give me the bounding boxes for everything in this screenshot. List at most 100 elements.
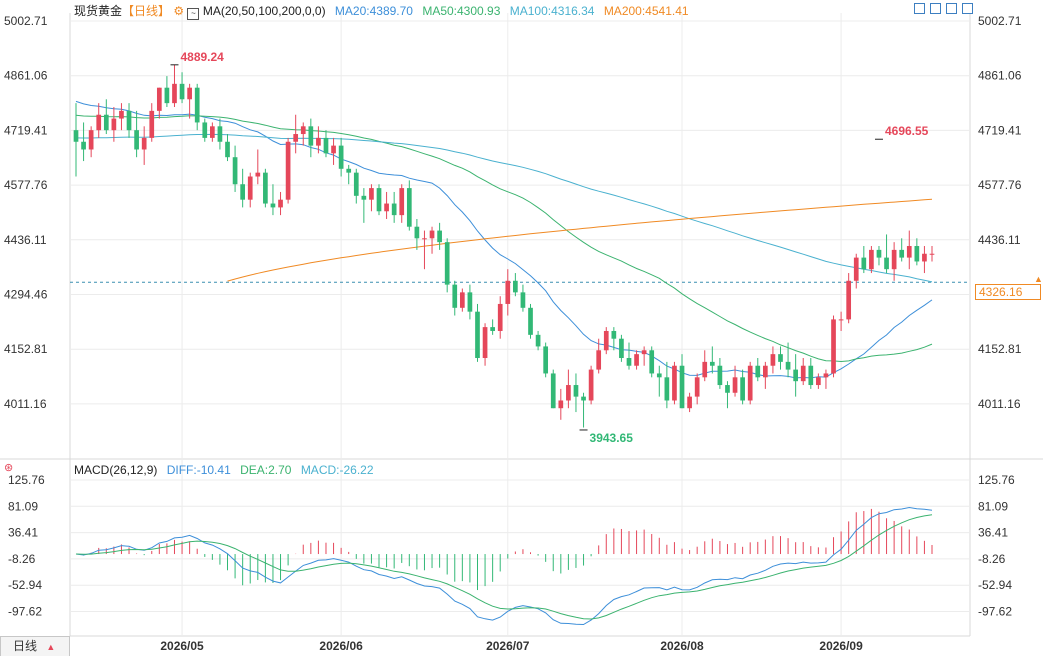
price-tick-right: 4152.81 (978, 342, 1022, 356)
candle-up (482, 327, 488, 359)
candle-down (376, 188, 382, 212)
candle-up (672, 365, 677, 401)
macd-diff-value: DIFF:-10.41 (166, 463, 231, 477)
candle-down (626, 358, 632, 366)
candle-up (111, 118, 117, 131)
candle-down (73, 130, 79, 142)
period-tab[interactable]: 日线 ▲ (0, 636, 70, 656)
candle-up (770, 354, 776, 366)
candle-up (149, 110, 155, 138)
macd-tick-left: 125.76 (8, 473, 45, 487)
macd-tick-right: -8.26 (978, 552, 1006, 566)
candle-up (278, 199, 283, 208)
low-label: 3943.65 (590, 431, 634, 445)
candle-down (323, 137, 329, 154)
candle-up (505, 280, 511, 304)
price-tick-right: 4011.16 (978, 397, 1021, 411)
macd-tick-left: -97.62 (8, 605, 42, 619)
macd-dea-value: DEA:2.70 (240, 463, 292, 477)
macd-label[interactable]: MACD(26,12,9) (74, 463, 158, 477)
candle-down (490, 327, 495, 331)
ma50-line (75, 114, 933, 363)
zoom-in-icon[interactable] (946, 3, 957, 14)
candle-down (725, 385, 730, 393)
candle-up (702, 361, 708, 378)
settings-gear-icon[interactable]: ⚙ (173, 4, 185, 18)
price-tick-right: 4436.11 (978, 233, 1021, 247)
price-tick-left: 4152.81 (4, 342, 48, 356)
ma-indicator-icon[interactable]: ~ (187, 8, 200, 20)
candle-down (179, 83, 185, 100)
candle-down (914, 246, 920, 262)
date-tick-label: 2026/08 (660, 639, 704, 653)
candle-down (664, 377, 670, 401)
crosshair-icon[interactable] (914, 3, 925, 14)
ma50-value: MA50:4300.93 (422, 4, 501, 18)
candle-down (679, 365, 685, 409)
period-selector[interactable]: 【日线】 (122, 4, 171, 18)
candle-up (316, 137, 321, 146)
candle-down (391, 203, 397, 216)
caret-up-icon: ▲ (46, 642, 56, 652)
candle-up (255, 172, 261, 177)
macd-tick-left: -8.26 (8, 552, 36, 566)
candle-down (520, 292, 526, 308)
current-price-badge: 4326.16 (975, 284, 1041, 300)
candle-up (285, 141, 291, 200)
candle-down (581, 396, 586, 401)
candle-up (838, 319, 844, 321)
candle-down (225, 141, 230, 158)
candle-down (414, 226, 420, 239)
candle-up (603, 330, 609, 351)
macd-tick-left: -52.94 (8, 578, 42, 592)
labels: 5002.71 5002.71 4861.06 4861.06 4719.41 4719.… (4, 14, 1022, 653)
indicator-switch-icon[interactable]: ⊛ (4, 462, 14, 474)
price-tick-right: 5002.71 (978, 14, 1022, 28)
price-tick-left: 4861.06 (4, 69, 48, 83)
high-label: 4696.55 (885, 124, 929, 138)
macd-tick-right: -52.94 (978, 578, 1012, 592)
candle-down (240, 184, 246, 200)
candle-up (922, 253, 927, 262)
candle-down (406, 188, 412, 227)
price-tick-right: 4719.41 (978, 123, 1022, 137)
candle-up (497, 303, 503, 331)
candle-up (384, 203, 389, 212)
ma-indicator-label[interactable]: MA(20,50,100,200,0,0) (202, 4, 326, 18)
candle-down (308, 126, 314, 146)
candle-up (247, 176, 253, 200)
macd-tick-right: 125.76 (978, 473, 1015, 487)
candle-up (853, 257, 859, 281)
candle-up (634, 354, 639, 366)
high-label: 4889.24 (180, 50, 224, 64)
candle-down (513, 280, 518, 293)
candle-up (800, 365, 806, 382)
candle-down (134, 130, 139, 150)
candle-down (126, 110, 132, 131)
candle-up (331, 145, 336, 154)
macd-tick-right: 81.09 (978, 499, 1008, 513)
macd-tick-left: 36.41 (8, 526, 38, 540)
candle-up (596, 350, 602, 370)
zoom-out-icon[interactable] (930, 3, 941, 14)
candle-up (891, 249, 897, 270)
candle-down (346, 168, 352, 173)
candle-down (793, 369, 798, 382)
candle-up (210, 126, 215, 138)
candle-up (762, 365, 768, 378)
candle-up (831, 319, 836, 374)
candle-down (81, 141, 86, 150)
price-tick-right: 4861.06 (978, 69, 1022, 83)
candle-down (785, 361, 791, 370)
candle-down (353, 172, 359, 196)
period-tab-label: 日线 (13, 639, 38, 653)
candle-up (694, 377, 700, 397)
candle-down (656, 373, 662, 378)
fullscreen-icon[interactable] (962, 3, 973, 14)
price-tick-left: 4436.11 (4, 233, 47, 247)
candle-down (649, 350, 655, 374)
candle-down (270, 203, 276, 208)
ma20-value: MA20:4389.70 (334, 4, 413, 18)
candle-down (755, 365, 761, 378)
